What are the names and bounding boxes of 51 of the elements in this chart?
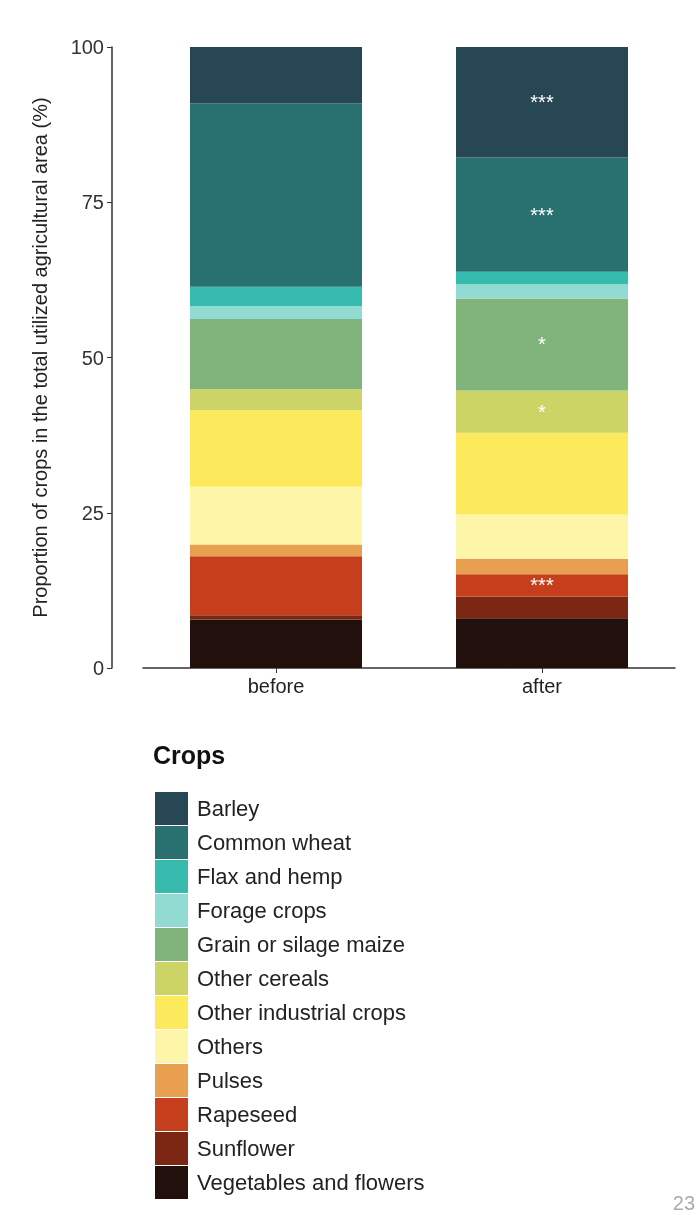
legend-label: Grain or silage maize: [197, 932, 405, 957]
bar: [456, 390, 628, 433]
y-axis-title: Proportion of crops in the total utilized agricultural area (%): [29, 97, 51, 618]
data-label: *: [538, 333, 547, 356]
y-tick-label: 100: [70, 36, 104, 58]
legend-label: Other cereals: [197, 966, 330, 991]
bar: [456, 558, 628, 575]
x-tick-label: before: [247, 675, 305, 697]
bar: [190, 286, 362, 306]
x-tick-label: after: [521, 675, 563, 697]
bar: [190, 619, 362, 668]
legend-label: Other industrial crops: [197, 1000, 407, 1025]
bar: [190, 556, 362, 616]
legend-label: Barley: [197, 796, 260, 821]
text: 23: [672, 1192, 695, 1214]
y-tick-label: 25: [81, 501, 104, 524]
bar: [456, 618, 628, 668]
bar: [456, 432, 628, 515]
data-label: ***: [530, 574, 554, 597]
legend-label: Vegetables and flowers: [197, 1170, 425, 1195]
bar: [456, 514, 628, 559]
y-tick-label: 50: [81, 346, 104, 369]
data-label: ***: [530, 203, 554, 226]
legend-label: Rapeseed: [197, 1102, 298, 1127]
legend-label: Forage crops: [197, 898, 327, 923]
bar: [190, 103, 362, 287]
y-tick-label: 0: [92, 657, 104, 679]
bar: [190, 486, 362, 545]
legend-label: Pulses: [197, 1068, 264, 1093]
bar: [456, 47, 628, 158]
legend-label: Others: [197, 1034, 264, 1059]
bar: [456, 596, 628, 619]
bar: [190, 305, 362, 319]
bar: [456, 271, 628, 285]
bar: [456, 574, 628, 597]
bar: [456, 284, 628, 299]
bar: [456, 298, 628, 391]
bar: [190, 615, 362, 620]
legend-label: Common wheat: [197, 830, 352, 855]
bar: [456, 157, 628, 272]
bar: [190, 319, 362, 390]
bar: [190, 389, 362, 411]
legend-label: Sunflower: [197, 1136, 295, 1161]
bar: [190, 47, 362, 104]
legend-label: Flax and hemp: [197, 864, 343, 889]
y-tick-label: 75: [81, 191, 104, 214]
data-label: ***: [530, 91, 554, 114]
legend-title: Crops: [153, 740, 226, 769]
data-label: *: [538, 400, 547, 423]
bar: [190, 410, 362, 487]
bar: [190, 544, 362, 557]
